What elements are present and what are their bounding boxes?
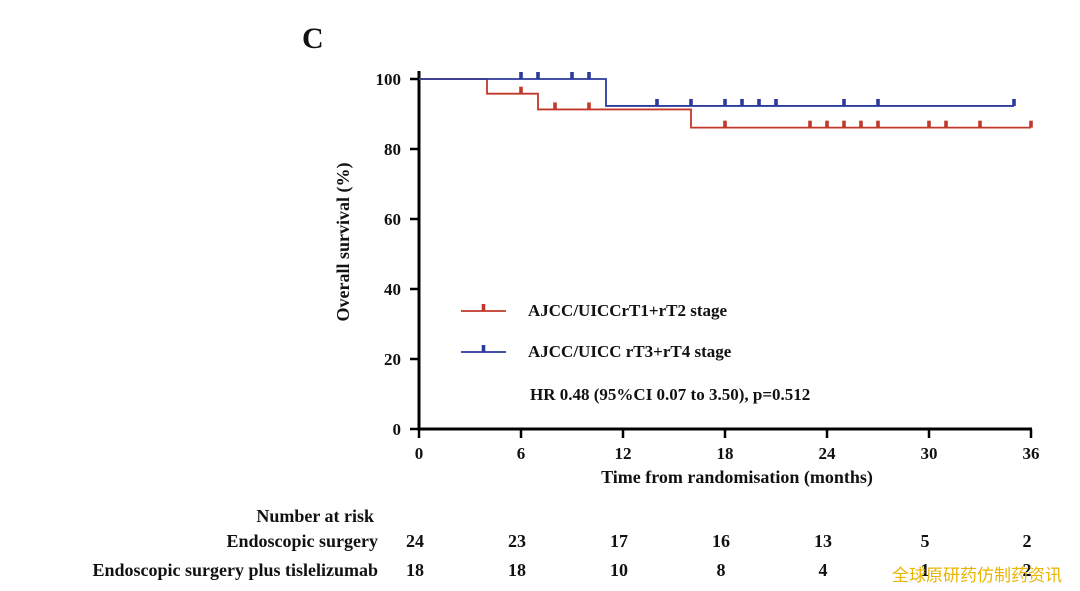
censor-mark xyxy=(1029,120,1033,128)
x-tick-label: 6 xyxy=(517,444,526,463)
censor-mark xyxy=(944,120,948,128)
y-axis-label: Overall survival (%) xyxy=(333,163,354,322)
risk-value: 10 xyxy=(610,560,628,580)
risk-value: 23 xyxy=(508,531,526,551)
risk-value: 13 xyxy=(814,531,832,551)
censor-mark xyxy=(842,98,846,106)
y-tick-label: 100 xyxy=(376,70,402,89)
censor-mark xyxy=(723,120,727,128)
risk-value: 17 xyxy=(610,531,628,551)
x-tick-label: 36 xyxy=(1023,444,1040,463)
censor-mark xyxy=(876,120,880,128)
risk-value: 1 xyxy=(920,560,930,580)
risk-value: 2 xyxy=(1022,531,1032,551)
censor-mark xyxy=(842,120,846,128)
x-tick-label: 18 xyxy=(717,444,734,463)
censor-mark xyxy=(689,98,693,106)
censor-mark xyxy=(1012,98,1016,106)
censor-mark xyxy=(859,120,863,128)
censor-mark xyxy=(927,120,931,128)
y-tick-label: 40 xyxy=(384,280,401,299)
axes: 0 20 40 60 80 100 0 6 12 18 24 30 36 Time from random… xyxy=(333,70,1040,488)
censor-mark xyxy=(808,120,812,128)
risk-value: 4 xyxy=(818,560,828,580)
censor-mark xyxy=(570,72,574,79)
censor-mark xyxy=(553,102,557,110)
censor-mark xyxy=(723,98,727,106)
censor-mark xyxy=(825,120,829,128)
risk-value: 8 xyxy=(716,560,726,580)
x-tick-label: 0 xyxy=(415,444,424,463)
survival-curve xyxy=(419,78,1014,107)
censor-mark xyxy=(757,98,761,106)
panel-label: C xyxy=(302,22,324,55)
legend-censor-mark xyxy=(481,345,486,352)
x-axis-label: Time from randomisation (months) xyxy=(601,467,873,488)
legend: AJCC/UICCrT1+rT2 stage AJCC/UICC rT3+rT4 … xyxy=(461,301,732,361)
risk-value: 2 xyxy=(1022,560,1032,580)
censor-mark xyxy=(978,120,982,128)
y-tick-label: 80 xyxy=(384,140,401,159)
censor-mark xyxy=(587,72,591,79)
censor-mark xyxy=(876,98,880,106)
risk-value: 5 xyxy=(920,531,930,551)
x-tick-label: 12 xyxy=(615,444,632,463)
legend-label: AJCC/UICC rT3+rT4 stage xyxy=(528,342,732,361)
censor-mark xyxy=(740,98,744,106)
y-tick-label: 20 xyxy=(384,350,401,369)
risk-row-label: Endoscopic surgery xyxy=(226,531,378,551)
watermark-text: 全球原研药仿制药资讯 xyxy=(892,566,1062,586)
risk-value: 24 xyxy=(406,531,424,551)
censor-mark xyxy=(587,102,591,110)
risk-value: 16 xyxy=(712,531,730,551)
censor-mark xyxy=(774,98,778,106)
risk-table-title: Number at risk xyxy=(256,506,374,526)
censor-mark xyxy=(519,86,523,94)
censor-mark xyxy=(519,72,523,79)
hazard-ratio-annotation: HR 0.48 (95%CI 0.07 to 3.50), p=0.512 xyxy=(530,385,810,404)
y-tick-label: 60 xyxy=(384,210,401,229)
censor-mark xyxy=(536,72,540,79)
censor-mark xyxy=(655,98,659,106)
legend-censor-mark xyxy=(481,304,486,311)
series-1 xyxy=(419,78,1033,129)
survival-curve xyxy=(419,78,1031,129)
legend-label: AJCC/UICCrT1+rT2 stage xyxy=(528,301,727,320)
x-tick-label: 24 xyxy=(819,444,837,463)
risk-row-label: Endoscopic surgery plus tislelizumab xyxy=(92,560,378,580)
y-tick-label: 0 xyxy=(393,420,402,439)
risk-value: 18 xyxy=(406,560,424,580)
x-tick-label: 30 xyxy=(921,444,938,463)
risk-value: 18 xyxy=(508,560,526,580)
survival-curves xyxy=(419,72,1033,129)
series-2 xyxy=(419,72,1016,107)
